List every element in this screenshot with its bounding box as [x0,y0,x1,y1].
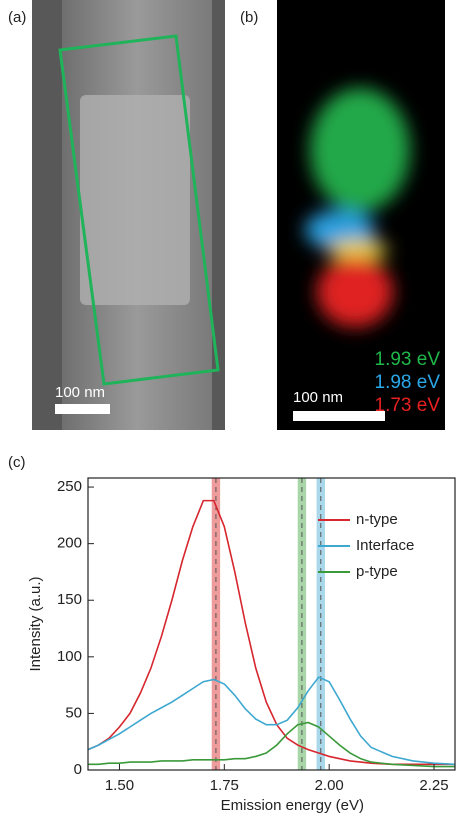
spectrum-line [88,499,455,766]
x-tick-label: 2.00 [315,777,344,794]
energy-label: 1.98 eV [375,372,441,393]
plot-area [88,478,455,770]
x-tick-label: 1.75 [210,777,239,794]
panel-label: (a) [8,9,26,26]
y-axis-title: Intensity (a.u.) [27,576,44,671]
y-tick-label: 0 [74,761,82,778]
y-tick-label: 250 [57,478,82,495]
y-tick-label: 150 [57,591,82,608]
legend-label: p-type [356,563,398,580]
scale-bar [55,404,110,414]
energy-label: 1.93 eV [375,349,441,370]
y-tick-label: 200 [57,535,82,552]
roi-box [58,34,220,386]
nanowire-segment [80,95,190,305]
y-tick-label: 50 [65,704,82,721]
cl-blobs [305,88,410,327]
scale-label: 100 nm [293,389,343,406]
panel-label: (c) [8,454,26,471]
legend-label: n-type [356,511,398,528]
scale-bar [293,411,385,421]
energy-label: 1.73 eV [375,395,441,416]
scale-label: 100 nm [55,384,105,401]
y-tick-label: 100 [57,648,82,665]
x-axis-title: Emission energy (eV) [221,797,364,814]
x-tick-label: 1.50 [105,777,134,794]
x-tick-label: 2.25 [419,777,448,794]
plot [88,478,455,770]
plot-frame [87,477,456,771]
spectrum-line [88,676,455,766]
spectrum-line [88,721,455,768]
legend-label: Interface [356,537,414,554]
panel-label: (b) [240,9,258,26]
